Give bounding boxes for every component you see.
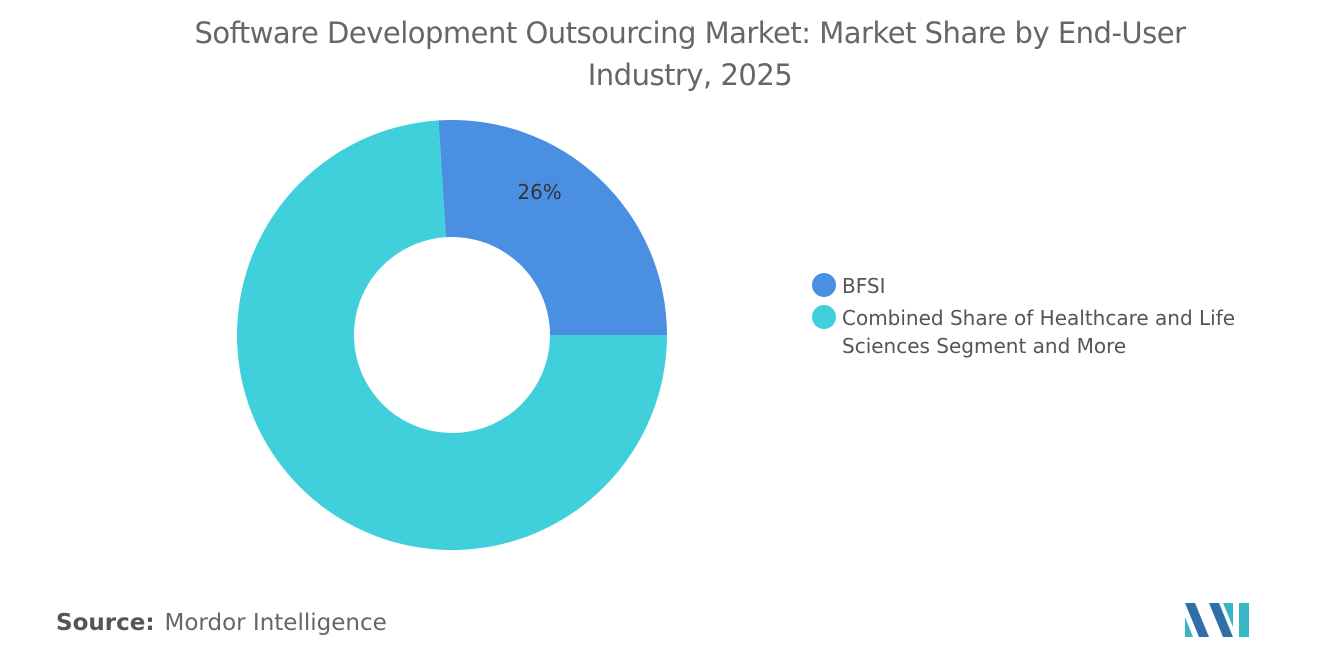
logo-shape	[1185, 603, 1209, 637]
logo-shape	[1185, 617, 1193, 637]
data-label: 26%	[517, 180, 561, 204]
source: Source: Mordor Intelligence	[56, 610, 387, 636]
logo-shape	[1223, 603, 1233, 627]
slice	[438, 119, 667, 335]
chart-title: Software Development Outsourcing Market:…	[194, 16, 1186, 92]
legend-label: BFSI	[842, 274, 886, 298]
logo-shape	[1239, 603, 1249, 637]
source-label: Source:	[56, 610, 155, 636]
legend-label: Combined Share of Healthcare and Life Sc…	[842, 306, 1236, 358]
legend-item: BFSI	[812, 272, 1262, 300]
legend-swatch	[812, 305, 836, 329]
logo-shape	[1209, 603, 1233, 637]
source-text: Mordor Intelligence	[164, 610, 387, 636]
legend-item: Combined Share of Healthcare and Life Sc…	[812, 304, 1262, 360]
logo	[1185, 603, 1249, 637]
slice	[237, 120, 668, 550]
legend-swatch	[812, 273, 836, 297]
